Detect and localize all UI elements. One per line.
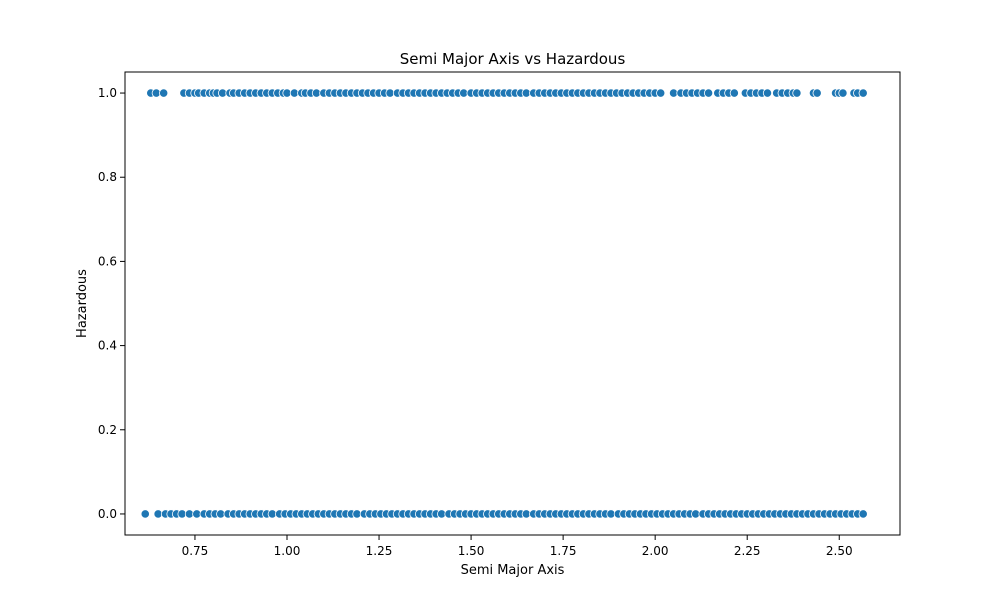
x-tick-label: 1.75 <box>550 544 577 558</box>
chart-title: Semi Major Axis vs Hazardous <box>400 50 626 68</box>
x-tick-label: 2.50 <box>826 544 853 558</box>
scatter-point <box>838 88 848 98</box>
scatter-point <box>729 88 739 98</box>
axes-frame <box>124 71 901 536</box>
plot-area <box>140 88 868 519</box>
y-tick-label: 0.2 <box>98 423 117 437</box>
scatter-point <box>140 509 150 519</box>
x-tick-label: 0.75 <box>182 544 209 558</box>
scatter-point <box>792 88 802 98</box>
scatter-point <box>812 88 822 98</box>
x-tick-label: 1.50 <box>458 544 485 558</box>
y-tick-label: 1.0 <box>98 86 117 100</box>
y-tick-label: 0.8 <box>98 170 117 184</box>
x-axis-label: Semi Major Axis <box>461 563 565 578</box>
scatter-point <box>159 88 169 98</box>
scatter-point <box>858 88 868 98</box>
scatter-point <box>762 88 773 98</box>
y-tick-label: 0.0 <box>98 507 117 521</box>
y-axis: 0.0 0.2 0.4 0.6 0.8 1.0 <box>98 86 125 521</box>
scatter-point <box>858 509 868 519</box>
x-tick-label: 2.25 <box>734 544 761 558</box>
y-tick-label: 0.4 <box>98 339 117 353</box>
x-tick-label: 1.00 <box>274 544 301 558</box>
scatter-point <box>656 88 666 98</box>
y-tick-label: 0.6 <box>98 254 117 268</box>
x-tick-label: 1.25 <box>366 544 393 558</box>
scatter-point <box>703 88 714 98</box>
x-axis: 0.75 1.00 1.25 1.50 1.75 2.00 2.25 2.50 <box>182 535 853 558</box>
x-tick-label: 2.00 <box>642 544 669 558</box>
y-axis-label: Hazardous <box>75 269 90 338</box>
